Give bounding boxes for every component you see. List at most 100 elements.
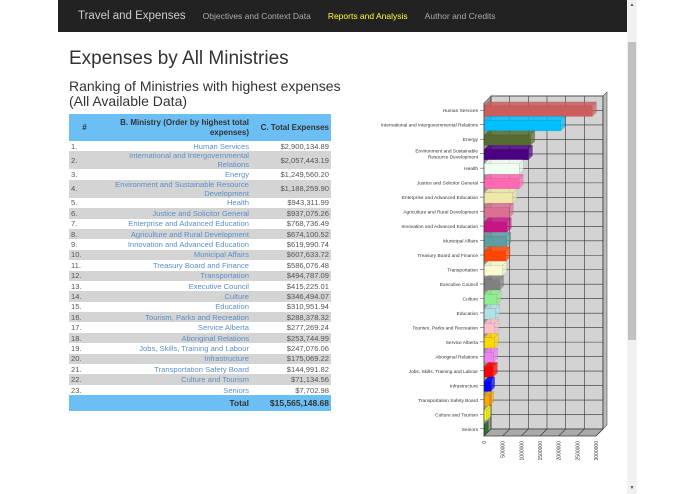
rank: 5. <box>69 197 100 209</box>
expense: $768,736.49 <box>251 218 331 229</box>
table-row: 12. Transportation $494,787.09 <box>69 270 331 281</box>
ministry-link[interactable]: Seniors <box>100 384 251 396</box>
ministry-link[interactable]: Municipal Affairs <box>100 249 251 261</box>
table-row: 2. International and Intergovernmental Re… <box>69 151 331 170</box>
ministry-link[interactable]: Treasury Board and Finance <box>100 260 251 271</box>
ministry-link[interactable]: Culture <box>100 291 251 302</box>
ministry-link[interactable]: Tourism, Parks and Recreation <box>100 312 251 323</box>
bar <box>483 337 495 349</box>
rank: 8. <box>69 228 100 240</box>
expense: $2,057,443.19 <box>251 151 331 170</box>
rank: 7. <box>69 218 100 229</box>
rank: 17. <box>69 322 100 333</box>
y-category-label: Health <box>464 166 478 172</box>
nav-objectives[interactable]: Objectives and Context Data <box>202 11 311 21</box>
expense: $71,134.56 <box>251 374 331 385</box>
ministry-link[interactable]: Jobs, Skills, Training and Labour <box>100 343 251 354</box>
page-title: Expenses by All Ministries <box>69 48 289 69</box>
rank: 22. <box>69 374 100 385</box>
expense: $943,311.99 <box>251 197 331 209</box>
ministry-link[interactable]: Human Services <box>100 141 251 152</box>
y-category-label: Energy <box>463 137 479 143</box>
scroll-up-icon[interactable]: ▲ <box>629 2 635 8</box>
ministry-link[interactable]: Infrastructure <box>100 353 251 365</box>
y-category-label: Tourism, Parks and Recreation <box>412 325 478 331</box>
bar-top <box>483 159 524 165</box>
rank: 9. <box>69 239 100 250</box>
x-tick-label: 1000000 <box>519 441 525 461</box>
ranking-table: # B. Ministry (Order by highest total ex… <box>69 114 331 412</box>
x-tick-label: 500000 <box>501 441 507 458</box>
rank: 10. <box>69 249 100 261</box>
bar-top <box>483 101 597 107</box>
table-row: 16. Tourism, Parks and Recreation $288,378… <box>69 312 331 323</box>
ministry-link[interactable]: Health <box>100 197 251 209</box>
table-row: 4. Environment and Sustainable Resource D… <box>69 179 331 198</box>
scrollbar-thumb[interactable] <box>628 42 636 340</box>
ministry-link[interactable]: Innovation and Advanced Education <box>100 239 251 250</box>
ministry-link[interactable]: Culture and Tourism <box>100 374 251 385</box>
table-row: 21. Transportation Safety Board $144,991.8… <box>69 364 331 375</box>
nav-author[interactable]: Author and Credits <box>424 11 496 21</box>
y-category-label: Culture and Tourism <box>435 412 478 418</box>
expense: $310,951.94 <box>251 301 331 313</box>
col-total: C. Total Expenses <box>251 114 331 141</box>
y-category-label: Seniors <box>462 427 479 433</box>
bar-top <box>483 130 536 136</box>
right-edge <box>602 91 608 430</box>
y-category-label: Municipal Affairs <box>443 239 478 245</box>
floor-gridline <box>521 428 529 437</box>
bar <box>483 192 513 204</box>
table-row: 13. Executive Council $415,225.01 <box>69 280 331 292</box>
expense: $277,269.24 <box>251 322 331 333</box>
ministry-link[interactable]: Agriculture and Rural Development <box>100 228 251 240</box>
y-category-label: Culture <box>463 296 479 302</box>
bar <box>483 366 494 378</box>
total-label: Total <box>100 395 251 412</box>
y-category-label: Enterprise and Advanced Education <box>402 195 479 201</box>
y-category-label: Resource Development <box>428 155 479 161</box>
scroll-down-icon[interactable]: ▼ <box>629 485 635 491</box>
bar <box>483 163 520 175</box>
expense: $494,787.09 <box>251 270 331 281</box>
brand-link[interactable]: Travel and Expenses <box>78 10 186 22</box>
ministry-link[interactable]: Environment and Sustainable Resource Dev… <box>100 179 251 198</box>
table-row: 17. Service Alberta $277,269.24 <box>69 322 331 333</box>
x-tick-label: 0 <box>482 441 488 444</box>
bar <box>483 134 531 146</box>
ministry-link[interactable]: Energy <box>100 169 251 180</box>
bar <box>483 294 498 305</box>
ministry-link[interactable]: Transportation Safety Board <box>100 364 251 375</box>
x-tick-label: 1500000 <box>538 441 544 461</box>
expense: $175,069.22 <box>251 353 331 365</box>
rank: 11. <box>69 260 100 271</box>
ministry-link[interactable]: Aboriginal Relations <box>100 332 251 344</box>
ministry-link[interactable]: Justice and Solicitor General <box>100 208 251 219</box>
rank: 16. <box>69 312 100 323</box>
bar <box>483 395 490 407</box>
ministry-link[interactable]: Enterprise and Advanced Education <box>100 218 251 229</box>
rank: 23. <box>69 384 100 396</box>
ministry-link[interactable]: Transportation <box>100 270 251 281</box>
table-row: 15. Education $310,951.94 <box>69 301 331 313</box>
ministry-link[interactable]: Education <box>100 301 251 313</box>
table-row: 9. Innovation and Advanced Education $619,… <box>69 239 331 250</box>
ministry-link[interactable]: Service Alberta <box>100 322 251 333</box>
floor-gridline <box>558 428 566 437</box>
y-category-label: Jobs, Skills, Training and Labour <box>409 369 479 375</box>
expense: $7,702.98 <box>251 384 331 396</box>
nav-reports[interactable]: Reports and Analysis <box>327 11 408 21</box>
total-row: Total $15,565,148.68 <box>69 395 331 412</box>
expense: $1,188,259.90 <box>251 179 331 198</box>
scrollbar[interactable]: ▲ ▼ <box>627 0 637 494</box>
ministry-link[interactable]: Executive Council <box>100 280 251 292</box>
table-row: 23. Seniors $7,702.98 <box>69 384 331 396</box>
x-tick-label: 3000000 <box>594 441 600 461</box>
table-row: 8. Agriculture and Rural Development $674,… <box>69 228 331 240</box>
bar <box>483 409 487 421</box>
bar-top <box>483 217 512 223</box>
floor-gridline <box>577 428 585 437</box>
ministry-link[interactable]: International and Intergovernmental Rela… <box>100 151 251 170</box>
table-row: 19. Jobs, Skills, Training and Labour $247… <box>69 343 331 354</box>
col-rank: # <box>69 114 100 141</box>
